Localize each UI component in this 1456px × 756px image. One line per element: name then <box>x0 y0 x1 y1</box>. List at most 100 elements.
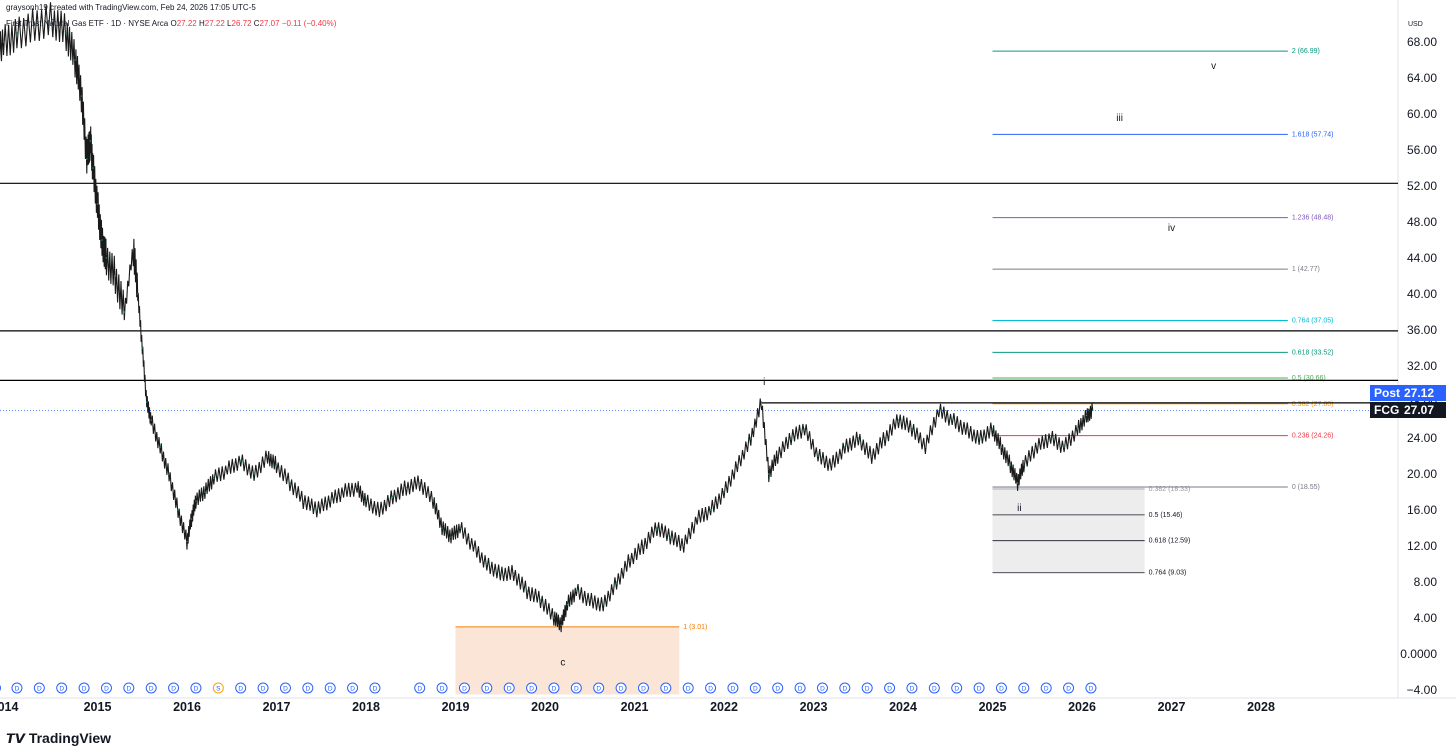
tradingview-logo[interactable]: 𝙏𝙑 TradingView <box>6 730 111 747</box>
price-point <box>190 518 193 520</box>
price-point <box>145 401 148 403</box>
price-point <box>978 437 980 439</box>
price-point <box>226 468 229 471</box>
price-point <box>34 23 36 25</box>
dividend-marker-icon <box>973 682 985 694</box>
dividend-marker-icon <box>816 682 828 694</box>
price-point <box>186 540 188 543</box>
dividend-marker-icon <box>906 682 918 694</box>
fib-level-label: 2 (66.99) <box>1292 48 1320 55</box>
dividend-marker-icon <box>123 682 135 694</box>
dividend-marker-label: D <box>596 686 601 693</box>
price-point <box>275 464 278 466</box>
dividend-marker-label: D <box>932 686 937 693</box>
price-point <box>884 437 886 439</box>
dividend-marker-icon <box>884 682 896 694</box>
dividend-marker-icon <box>1018 682 1030 694</box>
price-point <box>1063 446 1065 448</box>
price-point <box>553 617 555 619</box>
dividend-marker-label: D <box>663 686 668 693</box>
x-tick-label: 2022 <box>710 700 738 714</box>
price-point <box>80 95 83 97</box>
price-point <box>830 464 833 466</box>
y-tick-label: 32.00 <box>1407 359 1437 373</box>
price-point <box>441 527 443 529</box>
price-point <box>1036 446 1039 448</box>
fib-level-label: 0.5 (30.66) <box>1292 375 1326 382</box>
wave-label: v <box>1211 61 1216 72</box>
retracement-level-label: 0.382 (18.33) <box>1149 486 1191 493</box>
dividend-marker-icon <box>481 682 493 694</box>
price-point <box>315 509 318 511</box>
x-tick-label: 2021 <box>621 700 649 714</box>
price-point <box>938 410 940 412</box>
dividend-marker-icon <box>458 682 470 694</box>
wave-label: i <box>763 377 765 388</box>
dividend-marker-label: D <box>552 686 557 693</box>
fib-level-label: 0.764 (37.05) <box>1292 318 1334 325</box>
price-point <box>405 486 408 489</box>
currency-label[interactable]: USD <box>1408 21 1423 28</box>
price-point <box>767 473 770 475</box>
fib-level-label: 1.236 (48.48) <box>1292 215 1334 222</box>
price-point <box>629 558 631 561</box>
dividend-marker-label: D <box>574 686 579 693</box>
price-point <box>951 419 954 421</box>
dividend-marker-icon <box>995 682 1007 694</box>
price-point <box>723 491 725 493</box>
price-point <box>803 428 806 430</box>
dividend-marker-label: D <box>708 686 713 693</box>
retracement-level-label: 0.618 (12.59) <box>1149 538 1191 545</box>
dividend-marker-icon <box>749 682 761 694</box>
price-point <box>356 486 358 489</box>
fib-level-label: 1 (42.77) <box>1292 266 1320 273</box>
price-point <box>682 545 685 547</box>
price-point <box>615 581 618 583</box>
dividend-marker-label: D <box>820 686 825 693</box>
price-point <box>195 500 197 502</box>
price-point <box>736 464 739 466</box>
dividend-marker-label: D <box>15 686 20 693</box>
price-point <box>964 428 967 430</box>
post-tag-value: 27.12 <box>1400 385 1446 401</box>
target-box-label: 1 (3.01) <box>683 624 707 631</box>
x-tick-label: 2025 <box>979 700 1007 714</box>
price-point <box>1091 409 1094 412</box>
dividend-marker-icon <box>772 682 784 694</box>
post-tag-label: Post <box>1370 385 1400 401</box>
price-point <box>1085 414 1088 417</box>
dividend-marker-label: D <box>37 686 42 693</box>
x-tick-label: 2020 <box>531 700 559 714</box>
price-point <box>602 603 604 606</box>
dividend-marker-label: D <box>126 686 131 693</box>
dividend-marker-label: D <box>753 686 758 693</box>
price-point <box>911 428 913 430</box>
dividend-marker-icon <box>168 682 180 694</box>
wave-label: iv <box>1168 223 1175 234</box>
split-marker-icon <box>212 682 224 694</box>
price-point <box>1009 464 1012 466</box>
x-tick-label: 2018 <box>352 700 380 714</box>
price-point <box>329 500 332 502</box>
price-point <box>472 545 475 547</box>
dividend-marker-label: D <box>529 686 534 693</box>
dividend-marker-label: D <box>999 686 1004 693</box>
dividend-marker-label: D <box>798 686 803 693</box>
price-point <box>897 419 900 421</box>
dividend-marker-label: D <box>171 686 176 693</box>
fib-level-label: 1.618 (57.74) <box>1292 131 1334 138</box>
ohlc-open-label: O <box>170 19 177 28</box>
symbol-name[interactable]: First Trust Natural Gas ETF · 1D · NYSE … <box>6 19 169 28</box>
price-point <box>365 500 367 502</box>
price-point <box>289 482 291 484</box>
credit-line: graysonh19 created with TradingView.com,… <box>6 3 256 12</box>
price-point <box>1076 428 1079 430</box>
dividend-marker-label: D <box>305 686 310 693</box>
fcg-tag-value: 27.07 <box>1400 402 1446 418</box>
dividend-marker-label: D <box>350 686 355 693</box>
price-point <box>392 495 394 498</box>
dividend-marker-icon <box>839 682 851 694</box>
price-point <box>588 599 591 601</box>
y-tick-label: 12.00 <box>1407 539 1437 553</box>
